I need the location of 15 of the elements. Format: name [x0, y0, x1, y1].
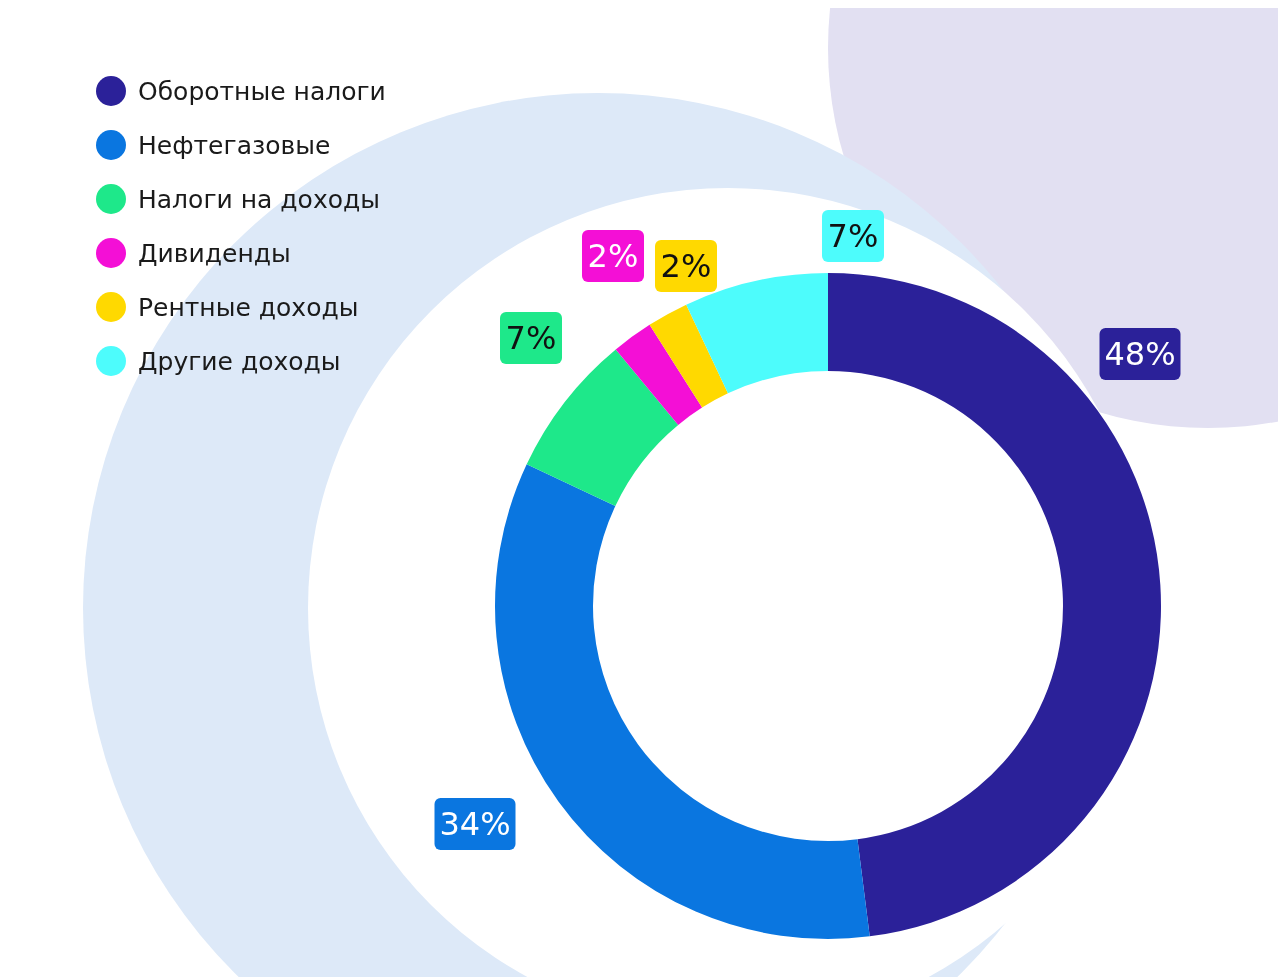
data-label: 34%	[439, 805, 511, 844]
legend-label: Дивиденды	[138, 238, 291, 268]
legend-label: Другие доходы	[138, 346, 341, 376]
donut-slice	[649, 304, 728, 408]
data-label: 7%	[827, 217, 879, 256]
legend-label: Налоги на доходы	[138, 184, 381, 214]
data-label: 48%	[1104, 335, 1176, 374]
legend-label: Оборотные налоги	[138, 76, 386, 106]
data-label: 7%	[505, 319, 557, 358]
donut-slice	[526, 349, 679, 506]
legend-label: Нефтегазовые	[138, 130, 331, 160]
data-label: 2%	[660, 247, 712, 286]
legend-label: Рентные доходы	[138, 292, 359, 322]
data-label: 2%	[587, 237, 639, 276]
donut-slice	[615, 324, 703, 425]
